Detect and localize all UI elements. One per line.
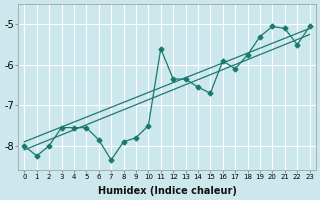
X-axis label: Humidex (Indice chaleur): Humidex (Indice chaleur) bbox=[98, 186, 236, 196]
